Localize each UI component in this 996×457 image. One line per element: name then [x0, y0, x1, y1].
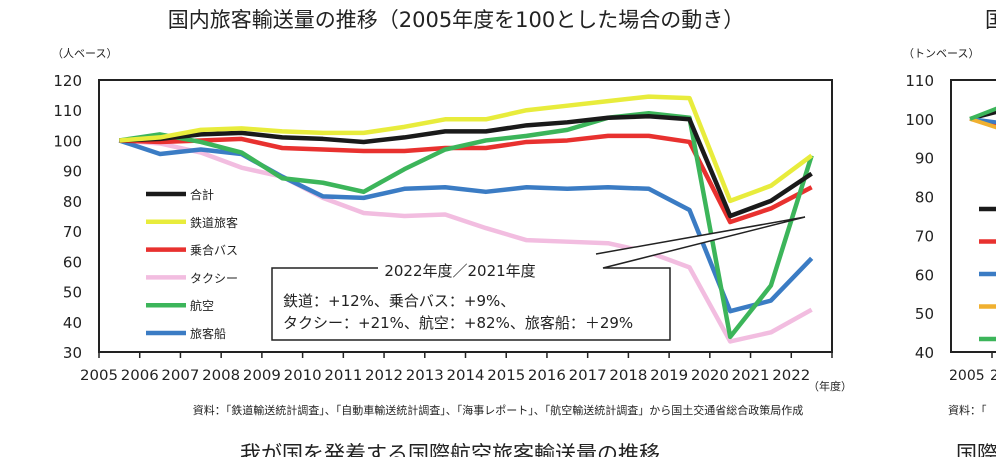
- y-tick-label: 30: [63, 344, 82, 362]
- x-tick-label: 2010: [284, 368, 322, 384]
- x-tick-label: 2012: [365, 368, 403, 384]
- x-tick-label: 2006: [121, 368, 159, 384]
- y-axis-label: （人ベース）: [52, 47, 117, 60]
- y-tick-label: 100: [53, 132, 82, 150]
- x-tick-label: 2018: [609, 368, 647, 384]
- x-tick-label: 2020: [691, 368, 729, 384]
- series-line-1: [119, 94, 813, 204]
- y-tick-label: 120: [53, 72, 82, 90]
- series-line-5: [118, 138, 814, 314]
- chart2-y-tick-label: 60: [915, 266, 934, 284]
- x-tick-label: 2014: [447, 368, 485, 384]
- chart2-title: 国: [985, 8, 996, 32]
- series-line-3: [119, 138, 813, 344]
- x-tick-label: 2017: [569, 368, 607, 384]
- chart-title: 国内旅客輸送量の推移（2005年度を100とした場合の動き）: [168, 8, 745, 32]
- y-tick-label: 80: [63, 193, 82, 211]
- x-tick-label: 2007: [161, 368, 199, 384]
- legend-label: 鉄道旅客: [190, 215, 238, 230]
- x-tick-label: 2011: [324, 368, 362, 384]
- next-chart-title: 我が国を発着する国際航空旅客輸送量の推移: [240, 442, 660, 457]
- chart2-x-tick-label: 2005: [949, 368, 985, 384]
- chart2-y-tick-label: 80: [915, 189, 934, 207]
- x-tick-label: 2009: [243, 368, 281, 384]
- chart2-y-axis-label: （トンベース）: [903, 47, 979, 60]
- annotation-line-2: タクシー：+21%、航空：+82%、旅客船：＋29%: [283, 314, 633, 332]
- source-note: 資料：「鉄道輸送統計調査」、「自動車輸送統計調査」、「海事レポート」、「航空輸送…: [193, 403, 804, 417]
- chart2-y-tick-label: 110: [905, 72, 934, 90]
- chart2-series-line: [969, 116, 996, 130]
- series-line-4: [119, 110, 814, 340]
- chart2-x-tick-label: 2: [990, 368, 996, 384]
- y-tick-label: 60: [63, 253, 82, 271]
- legend-label: タクシー: [190, 271, 238, 285]
- chart2-y-tick-label: 90: [915, 150, 934, 168]
- legend-label: 旅客船: [190, 326, 226, 341]
- chart2-y-tick-label: 70: [915, 227, 934, 245]
- x-axis-label: （年度）: [808, 379, 852, 393]
- chart2-y-tick-label: 40: [915, 344, 934, 362]
- x-tick-label: 2022: [772, 368, 810, 384]
- x-tick-label: 2019: [650, 368, 688, 384]
- chart2-y-tick-label: 50: [915, 305, 934, 323]
- legend-label: 乗合バス: [190, 243, 238, 258]
- x-tick-label: 2015: [487, 368, 525, 384]
- chart2-y-tick-label: 100: [905, 111, 934, 129]
- y-tick-label: 40: [63, 314, 82, 332]
- x-tick-label: 2013: [406, 368, 444, 384]
- y-tick-label: 50: [63, 284, 82, 302]
- y-tick-label: 70: [63, 223, 82, 241]
- annotation-heading: 2022年度／2021年度: [384, 262, 535, 280]
- x-tick-label: 2005: [80, 368, 118, 384]
- series-line-0: [119, 114, 813, 219]
- chart2-plot-frame: [950, 79, 996, 353]
- chart2-next-title: 国際: [956, 442, 996, 457]
- y-tick-label: 90: [63, 163, 82, 181]
- chart2-source-note: 資料：「: [948, 403, 987, 417]
- annotation-line-1: 鉄道：+12%、乗合バス：+9%、: [283, 292, 515, 310]
- annotation-box: 2022年度／2021年度 鉄道：+12%、乗合バス：+9%、 タクシー：+21…: [271, 216, 806, 341]
- x-tick-label: 2021: [732, 368, 770, 384]
- y-tick-label: 110: [53, 102, 82, 120]
- legend-label: 航空: [190, 298, 214, 313]
- legend-label: 合計: [190, 187, 214, 202]
- x-tick-label: 2008: [202, 368, 240, 384]
- x-tick-label: 2016: [528, 368, 566, 384]
- chart2-series-line: [969, 106, 996, 121]
